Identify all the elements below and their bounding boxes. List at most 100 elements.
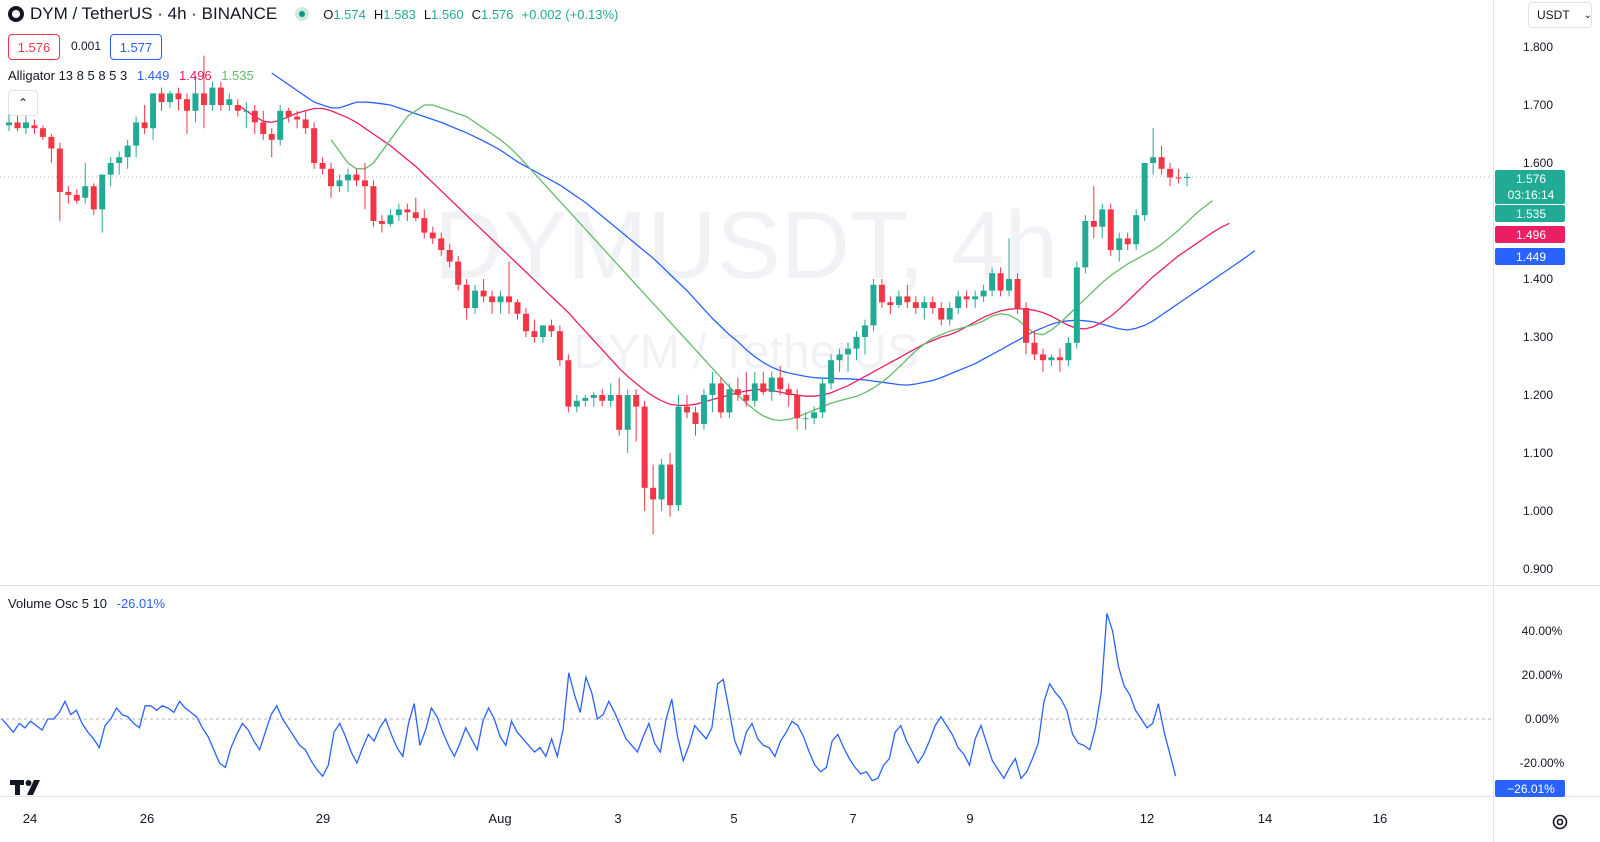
- candle-body: [751, 383, 758, 401]
- candle-body: [251, 110, 258, 123]
- candle-body: [412, 212, 419, 219]
- candle-body: [955, 296, 962, 308]
- candle: [624, 389, 631, 453]
- candle-body: [582, 397, 589, 401]
- candle: [607, 383, 614, 407]
- last-price-tag-text: 1.576: [1516, 172, 1546, 186]
- candle-body: [1090, 221, 1097, 227]
- candle-body: [497, 296, 504, 303]
- sell-price-button[interactable]: 1.576: [8, 34, 60, 60]
- price-axis-panel: [1494, 0, 1600, 842]
- candle: [158, 87, 165, 111]
- high-label: H: [373, 6, 384, 22]
- candle-body: [446, 250, 453, 262]
- osc-tick-label: 0.00%: [1525, 712, 1559, 726]
- candle: [285, 107, 292, 123]
- teeth-value-tag-text: 1.496: [1516, 228, 1546, 242]
- candle: [48, 134, 55, 163]
- candle: [446, 244, 453, 268]
- candle-body: [811, 412, 818, 419]
- time-tick-label: 16: [1373, 811, 1387, 826]
- candle: [616, 377, 623, 436]
- candle-body: [243, 110, 250, 112]
- candle-body: [734, 389, 741, 395]
- candle-body: [116, 157, 123, 163]
- price-tick-label: 1.400: [1523, 272, 1553, 286]
- chevron-up-icon: ⌃: [17, 96, 29, 110]
- candle-body: [997, 273, 1004, 291]
- symbol-title[interactable]: DYM / TetherUS · 4h · BINANCE: [30, 4, 278, 23]
- time-tick-label: 12: [1140, 811, 1154, 826]
- candle-body: [1023, 308, 1029, 343]
- candle-body: [150, 93, 157, 129]
- candle: [116, 151, 123, 175]
- candle: [141, 105, 148, 134]
- candle: [421, 209, 428, 239]
- candle-body: [328, 168, 335, 187]
- candle-body: [73, 194, 80, 201]
- candle-body: [294, 116, 301, 120]
- osc-value-tag-bg: [1495, 780, 1565, 797]
- candle: [743, 371, 750, 407]
- ohlc-close: C1.576: [472, 7, 514, 22]
- alligator-legend[interactable]: Alligator 13 8 5 8 5 3 1.449 1.496 1.535: [8, 68, 254, 83]
- candle: [590, 392, 597, 407]
- candle-body: [1167, 168, 1174, 178]
- candle-body: [99, 174, 106, 210]
- candle: [167, 90, 174, 108]
- candle: [175, 87, 182, 111]
- volume-osc-legend[interactable]: Volume Osc 5 10 -26.01%: [8, 596, 165, 611]
- candle-body: [234, 105, 241, 111]
- candle-body: [539, 325, 546, 337]
- change-value: +0.002 (+0.13%): [521, 6, 619, 22]
- price-tick-label: 1.800: [1523, 40, 1553, 54]
- candle-body: [819, 383, 826, 413]
- candle: [463, 279, 470, 320]
- alligator-jaw-line: [271, 72, 1256, 386]
- spread-value: 0.001: [70, 39, 102, 53]
- candle: [65, 186, 72, 204]
- currency-dropdown[interactable]: USDT ⌄: [1528, 2, 1592, 28]
- candle-body: [726, 389, 733, 413]
- price-tick-label: 1.100: [1523, 446, 1553, 460]
- candle-body: [1107, 209, 1114, 250]
- price-tick-label: 1.000: [1523, 504, 1553, 518]
- time-tick-label: 24: [23, 811, 37, 826]
- jaw-value-tag: 1.449: [1495, 248, 1565, 265]
- osc-tick-label: -20.00%: [1520, 756, 1565, 770]
- candle: [828, 354, 835, 390]
- buy-price-button[interactable]: 1.577: [110, 34, 162, 60]
- candle-body: [929, 302, 936, 308]
- price-tick-label: 1.300: [1523, 330, 1553, 344]
- candle-body: [14, 122, 21, 129]
- candle-body: [353, 174, 360, 181]
- candle-body: [514, 302, 521, 314]
- candle: [904, 284, 911, 308]
- currency-label: USDT: [1537, 8, 1570, 22]
- candle-body: [785, 389, 792, 395]
- candle: [760, 371, 767, 395]
- candle-body: [972, 296, 979, 300]
- candle: [1082, 215, 1089, 274]
- candle: [989, 267, 996, 297]
- collapse-legend-button[interactable]: ⌃: [8, 90, 38, 116]
- candle-body: [1006, 279, 1013, 291]
- candle: [1090, 186, 1097, 239]
- open-label: O: [323, 6, 334, 22]
- candle: [353, 168, 360, 187]
- settings-gear-icon[interactable]: [1550, 812, 1570, 832]
- last-price-tag-bg: [1495, 170, 1565, 204]
- candle: [1073, 261, 1080, 349]
- alligator-lips-line: [330, 104, 1213, 422]
- candle: [997, 267, 1004, 297]
- candle-body: [438, 238, 445, 250]
- tradingview-logo-icon[interactable]: [10, 776, 46, 798]
- candle: [861, 319, 868, 355]
- last-price-tag-text: 03:16:14: [1508, 188, 1555, 202]
- candle: [641, 400, 648, 511]
- candle-body: [963, 296, 970, 300]
- candle-body: [980, 290, 987, 297]
- candle: [946, 302, 953, 326]
